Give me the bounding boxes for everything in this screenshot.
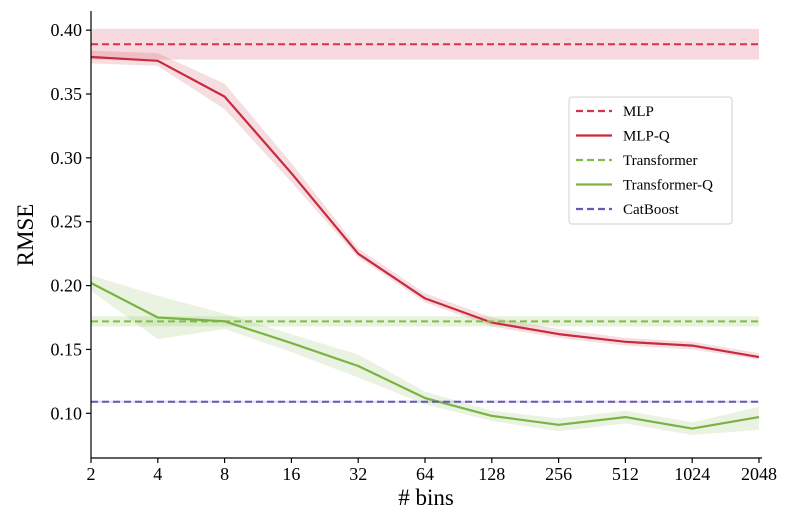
legend-label-catboost: CatBoost xyxy=(623,202,680,218)
y-tick-label: 0.35 xyxy=(51,84,83,104)
y-tick-label: 0.30 xyxy=(51,148,83,168)
y-tick-label: 0.20 xyxy=(51,276,83,296)
legend: MLP MLP-Q Transformer Transformer-Q CatBoost xyxy=(568,96,733,225)
x-axis-title: # bins xyxy=(398,485,454,510)
x-tick-label: 4 xyxy=(153,464,162,484)
series-lines xyxy=(90,43,760,430)
x-tick-label: 2048 xyxy=(741,464,777,484)
x-tick-label: 8 xyxy=(220,464,229,484)
x-tick-label: 128 xyxy=(478,464,505,484)
y-tick-label: 0.40 xyxy=(51,20,83,40)
x-tick-label: 2 xyxy=(87,464,96,484)
legend-frame xyxy=(568,96,733,225)
x-tick-label: 1024 xyxy=(674,464,710,484)
x-axis-ticks: 2 4 8 16 32 64 128 256 512 1024 2048 xyxy=(87,458,777,484)
x-tick-label: 32 xyxy=(349,464,367,484)
x-tick-label: 16 xyxy=(282,464,300,484)
mlp-q-band xyxy=(91,50,759,360)
confidence-bands xyxy=(91,28,759,435)
legend-label-transformer-q: Transformer-Q xyxy=(623,178,713,194)
y-tick-label: 0.15 xyxy=(51,339,83,359)
x-tick-label: 64 xyxy=(416,464,434,484)
mlp-q-line xyxy=(90,55,760,359)
legend-label-mlp: MLP xyxy=(623,104,654,120)
transformer-q-line xyxy=(90,282,760,430)
y-axis-ticks: 0.10 0.15 0.20 0.25 0.30 0.35 0.40 xyxy=(51,20,91,423)
y-tick-label: 0.25 xyxy=(51,212,83,232)
legend-label-mlp-q: MLP-Q xyxy=(623,129,670,145)
transformer-q-band xyxy=(91,275,759,435)
y-tick-label: 0.10 xyxy=(51,403,83,423)
y-axis-title: RMSE xyxy=(13,204,38,267)
x-tick-label: 256 xyxy=(545,464,572,484)
x-tick-label: 512 xyxy=(612,464,639,484)
legend-label-transformer: Transformer xyxy=(623,153,697,169)
